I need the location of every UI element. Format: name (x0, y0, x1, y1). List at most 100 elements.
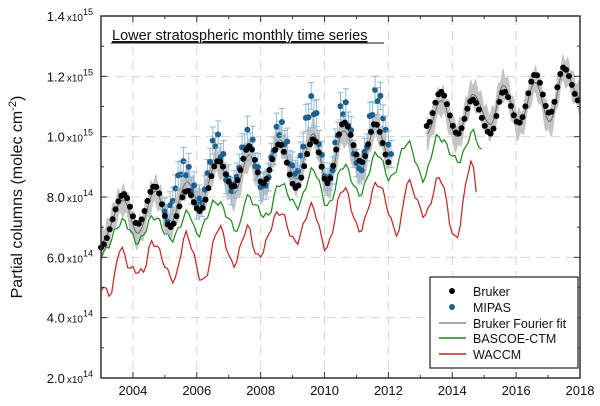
fourier-fit-line (426, 69, 580, 138)
bruker-point (496, 98, 503, 105)
bruker-point (217, 158, 224, 165)
bruker-point (353, 151, 360, 158)
bruker-point (266, 166, 273, 173)
y-tick-label: 1.0 x1015 (47, 128, 93, 145)
bruker-point (379, 140, 386, 147)
mipas-point (372, 86, 379, 93)
x-tick-label: 2006 (182, 383, 211, 398)
bruker-point (563, 66, 570, 73)
bruker-point (280, 148, 287, 155)
mipas-point (329, 167, 336, 174)
mipas-point (377, 92, 384, 99)
bruker-point (473, 100, 480, 107)
bruker-point (100, 241, 107, 248)
y-axis-label-sup: -2 (7, 101, 19, 111)
bruker-point (158, 201, 165, 208)
bruker-point (336, 131, 343, 138)
mipas-point (278, 119, 285, 126)
bruker-point (565, 73, 572, 80)
mipas-point (337, 103, 344, 110)
legend-label-mipas: MIPAS (473, 301, 511, 315)
x-tick-label: 2012 (374, 383, 403, 398)
bruker-point (481, 122, 488, 129)
chart-title: Lower stratospheric monthly time series (112, 28, 367, 44)
mipas-point (342, 99, 349, 106)
bruker-point (528, 78, 535, 85)
bruker-point (502, 88, 509, 95)
bruker-point (208, 173, 215, 180)
bruker-point (307, 141, 314, 148)
legend-label-bruker: Bruker (473, 285, 510, 299)
bruker-point (551, 98, 558, 105)
bruker-point (493, 113, 500, 120)
bruker-point (109, 216, 116, 223)
bruker-point (138, 216, 145, 223)
bruker-point (475, 106, 482, 113)
bruker-point (147, 188, 154, 195)
bruker-point (382, 151, 389, 158)
mipas-point (300, 143, 307, 150)
bruker-point (179, 194, 186, 201)
bruker-point (461, 115, 468, 122)
mipas-point (273, 123, 280, 130)
bruker-point (557, 71, 564, 78)
mipas-point (167, 202, 174, 209)
legend-label-bascoe: BASCOE-CTM (473, 332, 556, 346)
bruker-point (315, 149, 322, 156)
y-tick-label: 1.4 x1015 (47, 7, 93, 24)
bruker-point (141, 207, 148, 214)
bruker-point (318, 163, 325, 170)
bruker-point (539, 91, 546, 98)
bruker-point (312, 138, 319, 145)
bruker-point (283, 159, 290, 166)
bruker-point (248, 146, 255, 153)
bruker-point (525, 90, 532, 97)
y-tick-label: 4.0 x1014 (47, 309, 93, 326)
x-tick-label: 2018 (566, 383, 595, 398)
x-tick-label: 2010 (310, 383, 339, 398)
bruker-point (103, 235, 110, 242)
mipas-point (249, 136, 256, 143)
y-tick-label: 2.0 x1014 (47, 369, 93, 386)
bruker-point (350, 142, 357, 149)
bruker-point (173, 213, 180, 220)
bruker-point (176, 203, 183, 210)
bruker-point (124, 195, 131, 202)
bruker-point (432, 99, 439, 106)
bruker-point (129, 213, 136, 220)
x-tick-label: 2004 (118, 383, 147, 398)
x-tick-label: 2014 (438, 383, 467, 398)
bruker-point (376, 128, 383, 135)
mipas-point (161, 208, 168, 215)
bruker-point (449, 122, 456, 129)
bruker-point (199, 204, 206, 211)
bruker-point (321, 175, 328, 182)
mipas-point (332, 139, 339, 146)
y-axis-label-close: ) (9, 96, 26, 101)
bruker-point (170, 220, 177, 227)
bruker-point (219, 163, 226, 170)
y-tick-label: 8.0 x1014 (47, 188, 93, 205)
legend-label-waccm: WACCM (473, 348, 521, 362)
bruker-point (106, 226, 113, 233)
mipas-point (289, 162, 296, 169)
bruker-point (359, 159, 366, 166)
bruker-point (441, 92, 448, 99)
bruker-point (295, 182, 302, 189)
mipas-point (382, 126, 389, 133)
bruker-point (536, 79, 543, 86)
bruker-point (190, 199, 197, 206)
bruker-point (324, 180, 331, 187)
bruker-point (510, 112, 517, 119)
bruker-point (115, 198, 122, 205)
bruker-point (571, 90, 578, 97)
mipas-point (180, 158, 187, 165)
legend: Bruker MIPAS Bruker Fourier fit BASCOE-C… (429, 276, 579, 369)
bruker-point (385, 159, 392, 166)
bruker-point (568, 81, 575, 88)
bruker-point (222, 171, 229, 178)
bruker-point (269, 156, 276, 163)
bruker-point (554, 84, 561, 91)
bruker-point (548, 108, 555, 115)
